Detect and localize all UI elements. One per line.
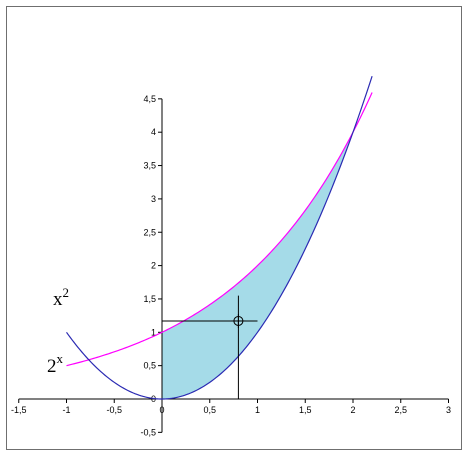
marker-point: [231, 313, 246, 328]
y-tick-label: 1,5: [143, 294, 156, 304]
x-tick-label: 0: [159, 405, 164, 415]
x-tick-label: 3: [446, 405, 451, 415]
axes: [18, 98, 449, 433]
x-tick-label: -0,5: [106, 405, 122, 415]
x-tick-label: 2,5: [394, 405, 407, 415]
y-tick-label: -0,5: [140, 427, 156, 437]
chart-frame: [6, 6, 462, 450]
curve-2-power-x: [66, 92, 373, 367]
y-tick-label: 0,5: [143, 361, 156, 371]
shaded-region: [162, 132, 353, 399]
x-ticks: -1,5 -1 -0,5 0 0,5 1 1,5 2 2,5 3: [11, 399, 451, 415]
x-tick-label: 1: [255, 405, 260, 415]
x-tick-label: 1,5: [299, 405, 312, 415]
label-2-power-x: 2x: [47, 351, 64, 377]
y-tick-label: 3,5: [143, 161, 156, 171]
x-tick-label: -1: [62, 405, 70, 415]
x-tick-label: -1,5: [11, 405, 27, 415]
label-x-squared: x2: [53, 285, 69, 310]
y-tick-label: 1: [151, 327, 156, 337]
y-tick-label: 4: [151, 127, 156, 137]
y-ticks: -0,5 0 0,5 1 1,5 2 2,5 3 3,5 4 4,5: [140, 94, 162, 437]
y-tick-label: 4,5: [143, 94, 156, 104]
y-tick-label: 2: [151, 261, 156, 271]
y-tick-label: 3: [151, 194, 156, 204]
x-tick-label: 0,5: [203, 405, 216, 415]
curve-x-squared: [66, 75, 373, 400]
x-tick-label: 2: [350, 405, 355, 415]
y-tick-label: 2,5: [143, 227, 156, 237]
